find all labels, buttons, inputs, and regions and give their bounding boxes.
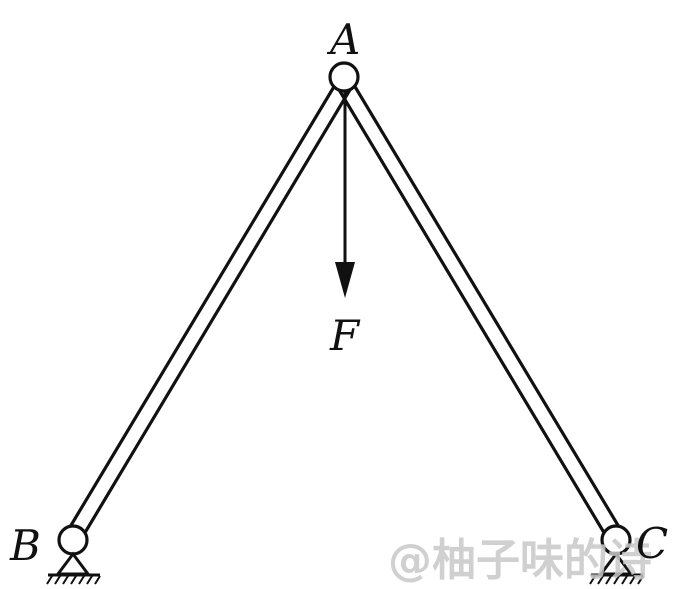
bar-ab-outer-edge bbox=[62, 78, 340, 539]
label-c: C bbox=[636, 519, 668, 568]
bar-ac bbox=[336, 78, 627, 543]
label-b: B bbox=[9, 521, 41, 570]
support-b bbox=[46, 524, 101, 585]
bar-ac-inner-edge bbox=[336, 86, 611, 543]
force-arrow bbox=[335, 92, 355, 298]
watermark-text: @柚子味的诗 bbox=[388, 535, 652, 586]
support-b-hatching bbox=[46, 575, 101, 585]
bar-ab-inner-edge bbox=[78, 86, 353, 543]
support-c bbox=[589, 524, 644, 585]
label-a: A bbox=[326, 15, 360, 64]
bar-ac-outer-edge bbox=[349, 78, 627, 539]
force-arrow-head bbox=[335, 262, 355, 298]
hinge-b bbox=[57, 524, 89, 556]
support-b-triangle bbox=[55, 551, 91, 576]
bar-ab bbox=[62, 78, 353, 543]
support-c-hatching bbox=[589, 575, 644, 585]
label-f: F bbox=[329, 311, 361, 360]
hinge-a bbox=[328, 61, 360, 93]
